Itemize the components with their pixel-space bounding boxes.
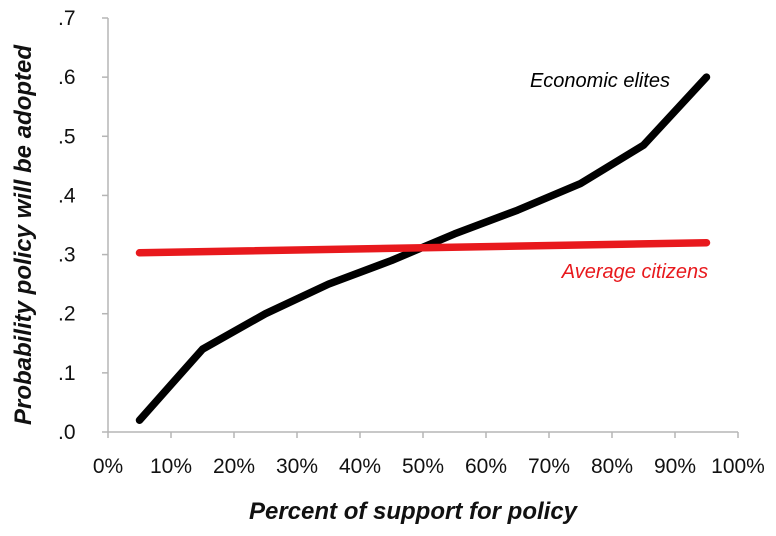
- series-lines: [135, 73, 711, 424]
- series-line-average-citizens: [135, 238, 711, 257]
- y-tick-label: .3: [58, 244, 76, 267]
- x-tick-label: 0%: [93, 455, 123, 478]
- x-tick-label: 40%: [339, 455, 381, 478]
- x-tick-label: 90%: [654, 455, 696, 478]
- y-tick-label: .0: [58, 421, 76, 444]
- y-tick-label: .2: [58, 303, 76, 326]
- y-tick-label: .5: [58, 125, 76, 148]
- x-axis-title: Percent of support for policy: [249, 498, 579, 525]
- series-label-average-citizens: Average citizens: [561, 261, 708, 283]
- x-tick-label: 70%: [528, 455, 570, 478]
- x-tick-label: 80%: [591, 455, 633, 478]
- y-tick-label: .6: [58, 66, 76, 89]
- x-tick-label: 60%: [465, 455, 507, 478]
- y-tick-label: .4: [58, 184, 76, 207]
- x-tick-label: 50%: [402, 455, 444, 478]
- series-labels: Economic elites Average citizens: [530, 70, 708, 283]
- x-tick-label: 20%: [213, 455, 255, 478]
- series-label-economic-elites: Economic elites: [530, 70, 670, 92]
- y-axis-title: Probability policy will be adopted: [10, 44, 37, 425]
- x-tick-label: 30%: [276, 455, 318, 478]
- axes: [102, 17, 739, 438]
- y-tick-label: .1: [58, 362, 76, 385]
- y-tick-label: .7: [58, 7, 76, 30]
- tick-labels: 0% 10% 20% 30% 40% 50% 60% 70% 80% 90% 100% .0 .1 .2.…: [58, 7, 765, 478]
- x-tick-label: 100%: [711, 455, 765, 478]
- x-tick-label: 10%: [150, 455, 192, 478]
